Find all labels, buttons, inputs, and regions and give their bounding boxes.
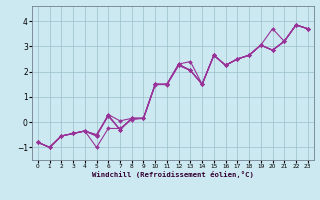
X-axis label: Windchill (Refroidissement éolien,°C): Windchill (Refroidissement éolien,°C) [92,171,254,178]
